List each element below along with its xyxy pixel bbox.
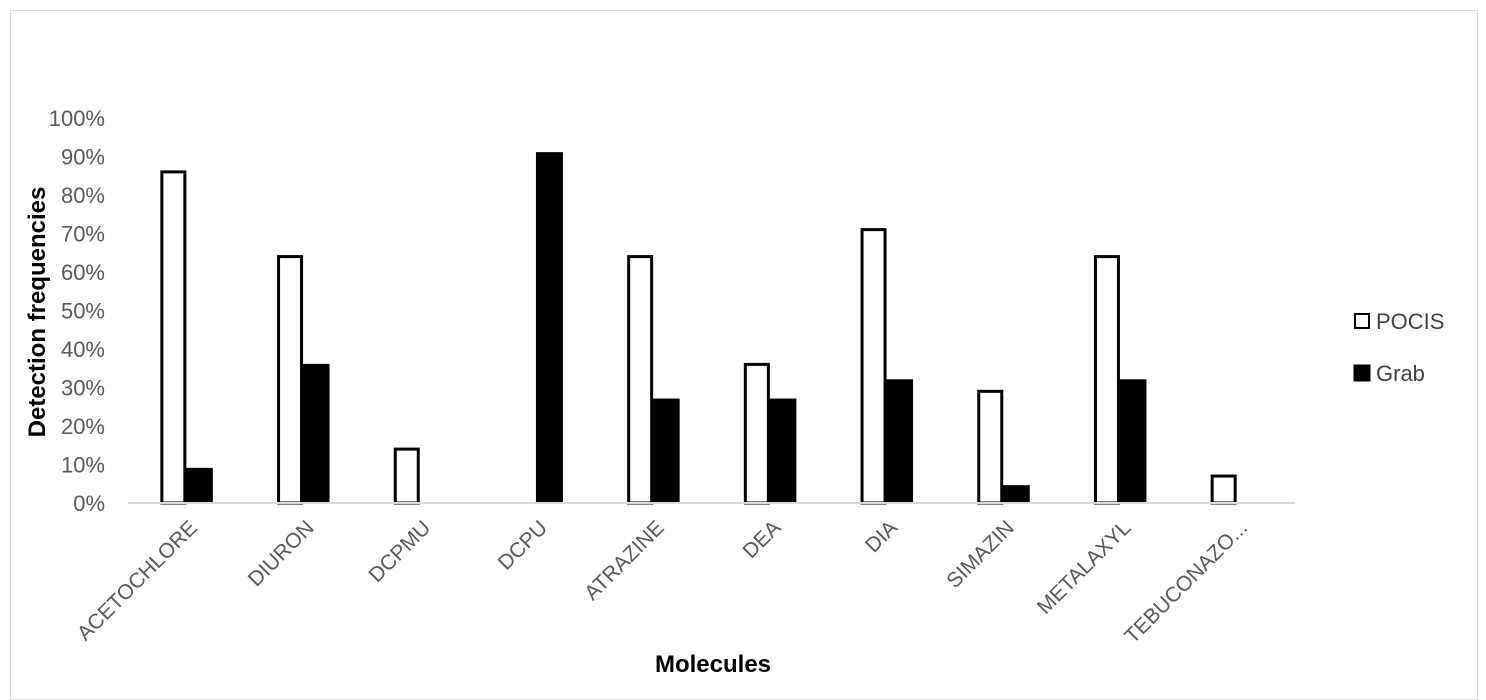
y-tick-label: 80% [61, 183, 105, 208]
x-tick-label: DCPMU [365, 516, 436, 587]
legend-label-pocis: POCIS [1376, 309, 1444, 334]
y-tick-label: 70% [61, 222, 105, 247]
bar-pocis [277, 255, 304, 505]
bar-grab [535, 152, 563, 504]
x-axis-title: Molecules [655, 651, 771, 678]
x-tick-label: METALAXYL [1033, 516, 1136, 619]
x-tick-label: TEBUCONAZO... [1120, 516, 1252, 648]
x-tick-label: SIMAZIN [942, 516, 1018, 592]
x-tick-label: DCPU [494, 516, 552, 574]
x-tick-label: ATRAZINE [580, 516, 669, 605]
bar-pocis [860, 228, 887, 505]
y-tick-label: 60% [61, 260, 105, 285]
bar-pocis [1210, 474, 1237, 505]
y-tick-label: 30% [61, 376, 105, 401]
y-tick-label: 100% [49, 106, 105, 131]
bar-chart: 0% 10% 20% 30% 40% 50% 60% 70% 80% 90% 100% ACETOC… [24, 106, 1444, 678]
bar-grab [886, 379, 914, 504]
bar-pocis [627, 255, 654, 505]
bar-grab [769, 398, 797, 504]
x-tick-label: ACETOCHLORE [73, 516, 202, 645]
y-tick-label: 50% [61, 299, 105, 324]
bar-pocis [977, 389, 1004, 505]
y-axis-ticks: 0% 10% 20% 30% 40% 50% 60% 70% 80% 90% 100% [49, 106, 105, 516]
x-tick-label: DEA [739, 516, 786, 563]
y-tick-label: 90% [61, 145, 105, 170]
legend-swatch-pocis [1354, 313, 1370, 329]
x-axis-ticks: ACETOCHLORE DIURON DCPMU DCPU ATRAZINE DEA DIA… [73, 516, 1252, 648]
legend-swatch-grab [1353, 364, 1371, 382]
legend: POCIS Grab [1353, 309, 1444, 386]
y-tick-label: 40% [61, 337, 105, 362]
bars [160, 152, 1237, 505]
y-tick-label: 10% [61, 453, 105, 478]
bar-pocis [393, 447, 420, 505]
bar-grab [185, 467, 213, 504]
bar-pocis [160, 170, 187, 505]
bar-grab [1119, 379, 1147, 504]
y-axis-title: Detection frequencies [24, 187, 51, 438]
bar-grab [1002, 485, 1030, 504]
bar-grab [302, 363, 330, 504]
y-tick-label: 20% [61, 414, 105, 439]
x-tick-label: DIURON [244, 516, 319, 591]
x-tick-label: DIA [861, 516, 902, 557]
bar-grab [652, 398, 680, 504]
bar-pocis [743, 362, 770, 505]
bar-pocis [1093, 255, 1120, 505]
legend-label-grab: Grab [1376, 361, 1425, 386]
y-tick-label: 0% [73, 491, 105, 516]
